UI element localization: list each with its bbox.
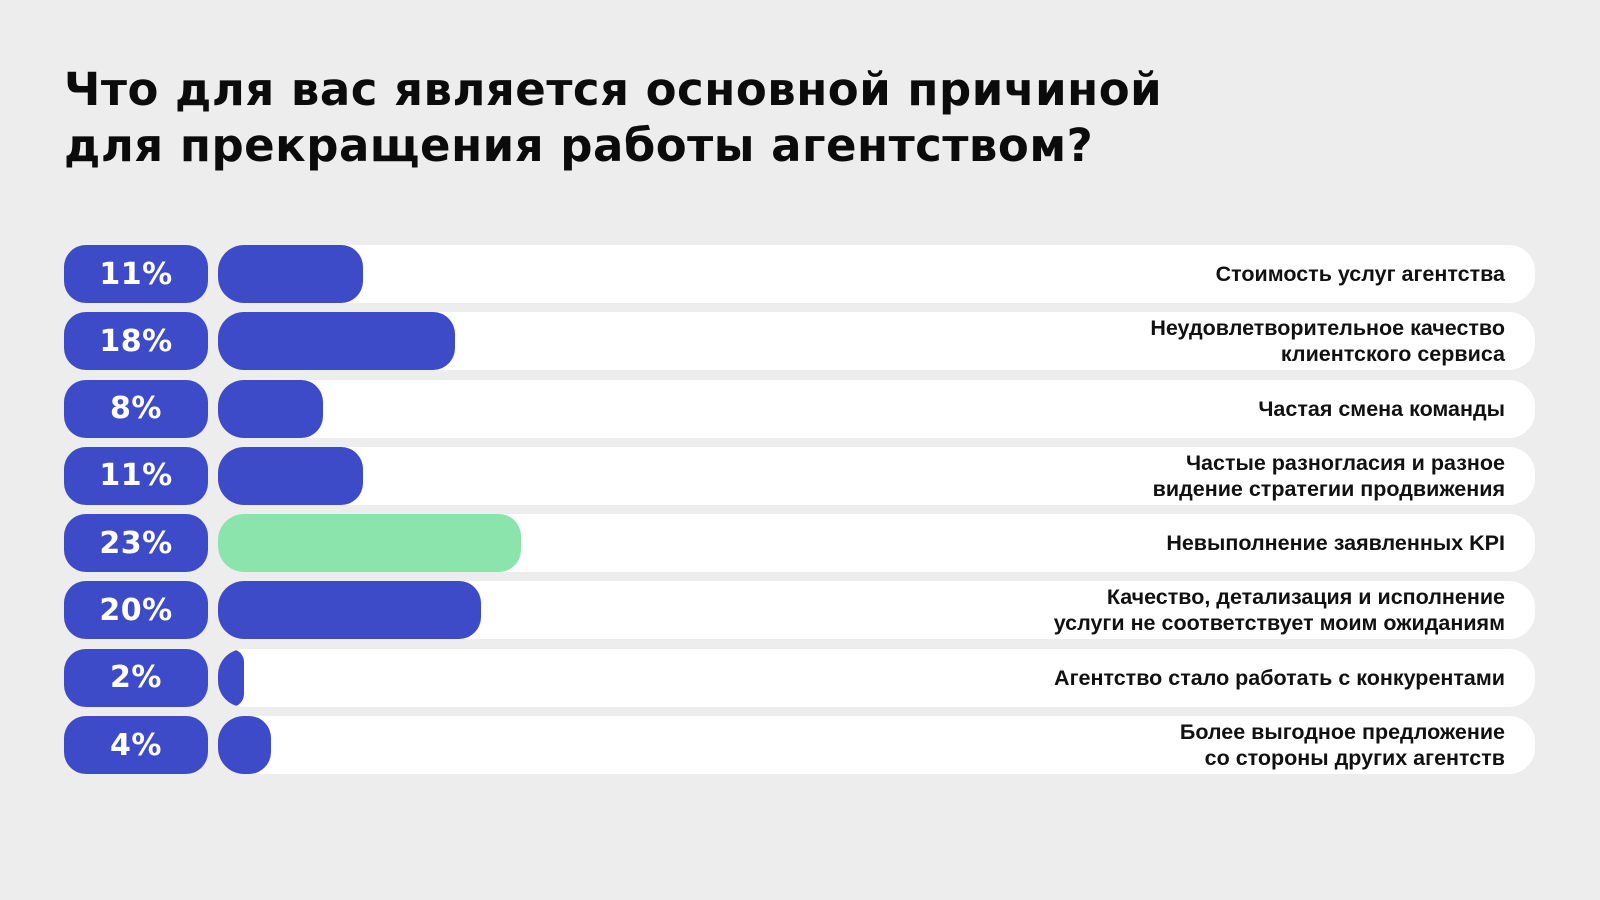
bar [218, 648, 245, 707]
bar-track: Невыполнение заявленных KPI [218, 514, 1535, 573]
chart-row: 2% Агентство стало работать с конкурента… [64, 648, 1535, 707]
bar-chart: 11% Стоимость услуг агентства 18% Неудов… [64, 245, 1535, 775]
chart-row: 20% Качество, детализация и исполнение у… [64, 581, 1535, 640]
chart-row: 8% Частая смена команды [64, 379, 1535, 438]
value-badge: 2% [64, 648, 208, 707]
value-badge: 11% [64, 245, 208, 303]
bar-label: Неудовлетворительное качество клиентског… [1150, 316, 1505, 367]
bar [218, 446, 363, 505]
chart-row: 23% Невыполнение заявленных KPI [64, 514, 1535, 573]
page-title-line-2: для прекращения работы агентством? [64, 119, 1094, 172]
bar-track: Агентство стало работать с конкурентами [218, 648, 1535, 707]
bar [218, 379, 324, 438]
bar-label: Качество, детализация и исполнение услуг… [1053, 585, 1505, 636]
bar-track: Стоимость услуг агентства [218, 245, 1535, 303]
bar [218, 716, 271, 775]
bar-track: Более выгодное предложение со стороны др… [218, 716, 1535, 775]
bar-track: Качество, детализация и исполнение услуг… [218, 581, 1535, 640]
value-badge: 20% [64, 581, 208, 640]
bar-track: Частые разногласия и разное видение стра… [218, 446, 1535, 505]
bar-label: Невыполнение заявленных KPI [1166, 531, 1505, 556]
bar-label: Стоимость услуг агентства [1215, 262, 1505, 286]
page-title-line-1: Что для вас является основной причиной [64, 63, 1163, 116]
bar-label: Более выгодное предложение со стороны др… [1179, 720, 1505, 771]
value-badge: 8% [64, 379, 208, 438]
value-badge: 18% [64, 312, 208, 371]
bar [218, 581, 482, 640]
page-title: Что для вас является основной причиной д… [64, 62, 1162, 174]
chart-row: 11% Стоимость услуг агентства [64, 245, 1535, 303]
bar-label: Частая смена команды [1258, 396, 1505, 421]
chart-row: 18% Неудовлетворительное качество клиент… [64, 312, 1535, 371]
bar [218, 245, 363, 303]
chart-row: 11% Частые разногласия и разное видение … [64, 446, 1535, 505]
value-badge: 23% [64, 514, 208, 573]
bar-track: Частая смена команды [218, 379, 1535, 438]
bar [218, 514, 521, 573]
bar-label: Агентство стало работать с конкурентами [1054, 665, 1505, 690]
bar-track: Неудовлетворительное качество клиентског… [218, 312, 1535, 371]
bar [218, 312, 456, 371]
value-badge: 4% [64, 716, 208, 775]
chart-row: 4% Более выгодное предложение со стороны… [64, 716, 1535, 775]
value-badge: 11% [64, 446, 208, 505]
bar-label: Частые разногласия и разное видение стра… [1152, 450, 1505, 501]
